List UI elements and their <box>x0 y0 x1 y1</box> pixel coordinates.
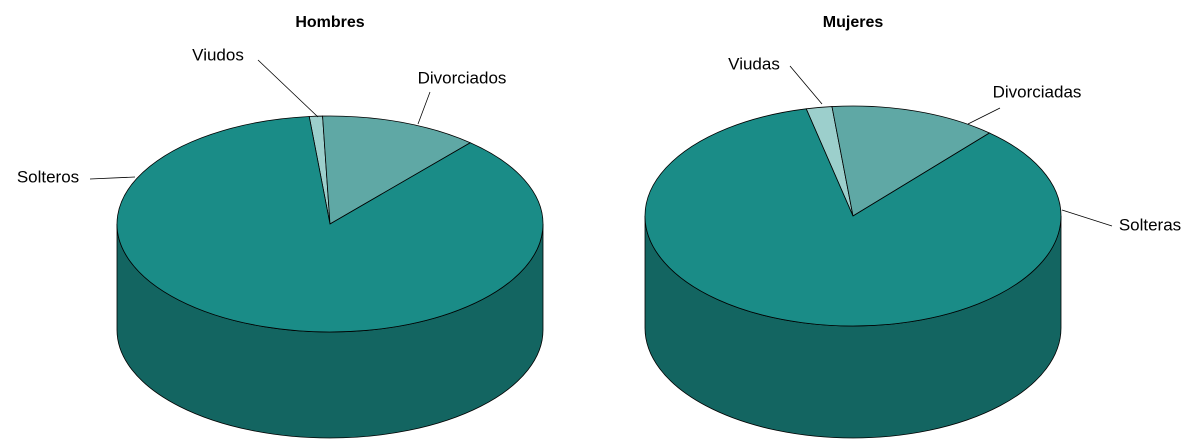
leader-line <box>967 107 1001 125</box>
slice-label: Divorciados <box>418 68 507 87</box>
pie-slice <box>644 108 1062 327</box>
leader-line <box>257 59 319 118</box>
slice-label: Solteras <box>1119 215 1181 234</box>
leader-line <box>1061 209 1113 227</box>
leader-line <box>789 65 823 105</box>
pie-slice <box>322 115 472 225</box>
pie-slice <box>116 116 544 333</box>
slice-label: Divorciadas <box>993 82 1082 101</box>
leader-line <box>417 91 431 125</box>
slice-label: Viudas <box>728 54 780 73</box>
leader-line <box>89 176 136 180</box>
slice-label: Viudos <box>192 45 244 64</box>
chart-title: Mujeres <box>823 14 884 31</box>
pie-slice <box>831 105 991 217</box>
slice-label: Solteros <box>17 167 79 186</box>
chart-title: Hombres <box>295 14 364 31</box>
